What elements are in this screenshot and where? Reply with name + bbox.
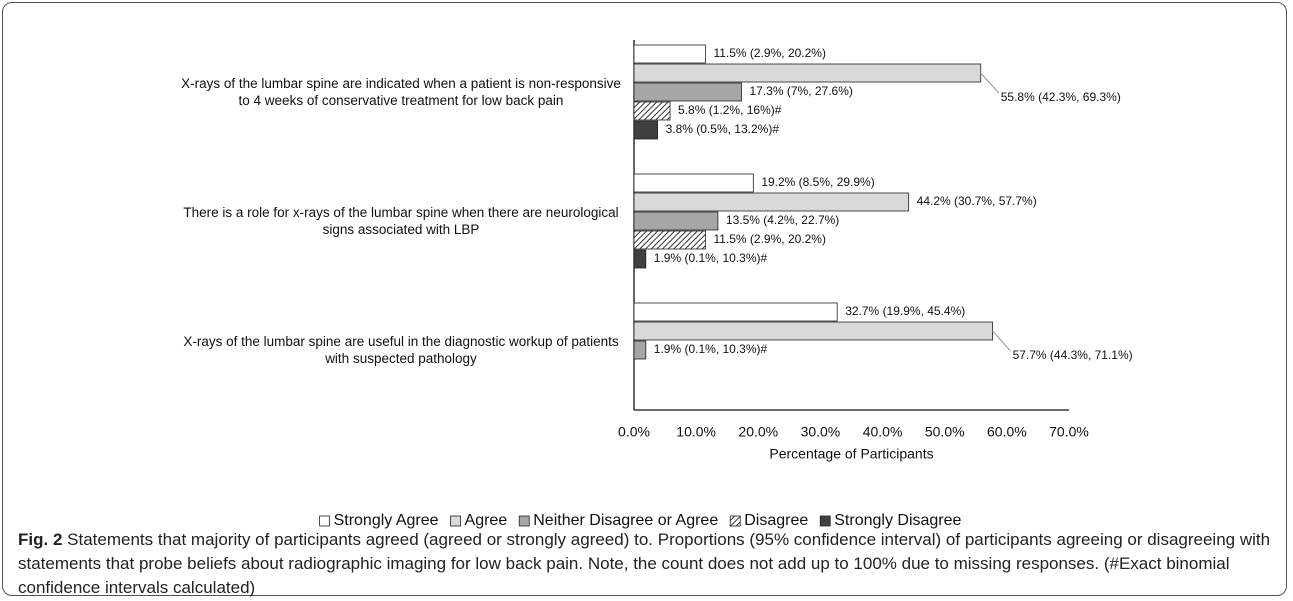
category-label: There is a role for x-rays of the lumbar… bbox=[183, 204, 619, 237]
data-label: 3.8% (0.5%, 13.2%)# bbox=[666, 122, 780, 136]
data-label: 55.8% (42.3%, 69.3%) bbox=[1001, 90, 1121, 104]
bar bbox=[633, 211, 719, 231]
data-label: 32.7% (19.9%, 45.4%) bbox=[845, 304, 965, 318]
data-label: 11.5% (2.9%, 20.2%) bbox=[713, 232, 826, 246]
bar bbox=[633, 101, 671, 121]
bar bbox=[633, 321, 993, 341]
x-tick-label: 60.0% bbox=[987, 424, 1027, 440]
bar bbox=[633, 63, 982, 83]
bar bbox=[633, 173, 754, 193]
x-tick-label: 50.0% bbox=[925, 424, 965, 440]
data-label: 1.9% (0.1%, 10.3%)# bbox=[654, 251, 768, 265]
data-label: 11.5% (2.9%, 20.2%) bbox=[713, 46, 826, 60]
legend-label: Agree bbox=[465, 512, 508, 529]
legend-label: Disagree bbox=[744, 512, 808, 529]
data-label: 57.7% (44.3%, 71.1%) bbox=[1013, 348, 1133, 362]
data-label: 5.8% (1.2%, 16%)# bbox=[678, 103, 782, 117]
legend-swatch bbox=[729, 515, 741, 527]
bar bbox=[633, 249, 647, 269]
bar bbox=[633, 44, 706, 64]
legend-label: Neither Disagree or Agree bbox=[533, 512, 718, 529]
bar bbox=[633, 82, 742, 102]
caption: Fig. 2 Statements that majority of parti… bbox=[18, 528, 1278, 600]
bar bbox=[633, 340, 647, 360]
bar bbox=[633, 192, 910, 212]
data-label: 19.2% (8.5%, 29.9%) bbox=[761, 175, 874, 189]
data-label: 44.2% (30.7%, 57.7%) bbox=[917, 194, 1037, 208]
legend-swatch bbox=[518, 515, 530, 527]
legend-label: Strongly Disagree bbox=[834, 512, 961, 529]
caption-label: Fig. 2 bbox=[18, 530, 63, 549]
caption-text: Statements that majority of participants… bbox=[18, 530, 1271, 597]
data-label: 13.5% (4.2%, 22.7%) bbox=[726, 213, 839, 227]
data-label: 17.3% (7%, 27.6%) bbox=[750, 84, 853, 98]
legend-label: Strongly Agree bbox=[334, 512, 439, 529]
x-tick-label: 40.0% bbox=[863, 424, 903, 440]
legend-swatch bbox=[819, 515, 831, 527]
x-tick-label: 10.0% bbox=[676, 424, 716, 440]
leader-line bbox=[992, 330, 1011, 352]
x-tick-label: 30.0% bbox=[801, 424, 841, 440]
x-tick-label: 0.0% bbox=[618, 424, 650, 440]
bar bbox=[633, 230, 706, 250]
x-tick-label: 20.0% bbox=[738, 424, 778, 440]
category-label: X-rays of the lumbar spine are useful in… bbox=[183, 333, 619, 366]
leader-line bbox=[980, 72, 1000, 94]
bar bbox=[633, 120, 659, 140]
legend-swatch bbox=[319, 515, 330, 527]
legend-swatch bbox=[450, 515, 461, 527]
bar bbox=[633, 302, 838, 322]
data-label: 1.9% (0.1%, 10.3%)# bbox=[654, 342, 768, 356]
category-label: X-rays of the lumbar spine are indicated… bbox=[181, 75, 621, 108]
x-tick-label: 70.0% bbox=[1049, 424, 1089, 440]
x-axis-title: Percentage of Participants bbox=[769, 446, 933, 462]
